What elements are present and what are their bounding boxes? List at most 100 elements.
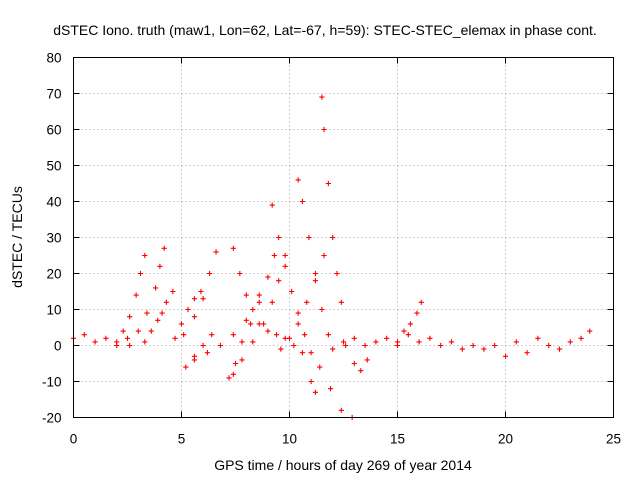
data-point xyxy=(282,252,288,259)
y-tick-label: 40 xyxy=(46,195,61,210)
data-point xyxy=(308,350,314,356)
x-tick-label: 10 xyxy=(282,432,297,447)
data-point xyxy=(256,299,262,305)
grid-layer xyxy=(73,57,614,418)
y-tick-label: 0 xyxy=(54,339,62,354)
series-segment-1 xyxy=(114,252,148,345)
data-point xyxy=(200,342,206,349)
data-point xyxy=(239,357,245,363)
data-point xyxy=(265,274,271,280)
data-point xyxy=(276,234,282,241)
data-point xyxy=(209,332,215,338)
data-point xyxy=(338,299,344,305)
data-point xyxy=(260,321,267,327)
ticks-layer: 0 5 10 15 20 25 -20 -10 0 10 20 30 40 50 60 70 80 xyxy=(42,51,621,447)
data-point xyxy=(178,321,185,327)
y-tick-label: -20 xyxy=(42,411,62,426)
data-point xyxy=(230,245,236,251)
data-point xyxy=(278,346,284,352)
data-point xyxy=(239,339,245,345)
data-point xyxy=(427,335,433,341)
data-point xyxy=(317,364,323,370)
y-tick-label: 70 xyxy=(46,87,61,102)
data-point xyxy=(92,339,98,345)
data-point xyxy=(535,335,541,341)
data-point xyxy=(276,278,282,284)
data-point xyxy=(183,364,189,370)
data-point xyxy=(343,342,349,349)
data-point xyxy=(414,310,420,316)
data-point xyxy=(185,306,191,313)
y-tick-label: 30 xyxy=(46,231,61,246)
data-point xyxy=(325,180,331,187)
data-point xyxy=(546,342,552,349)
data-point xyxy=(340,339,347,345)
data-point xyxy=(181,332,187,338)
data-point xyxy=(319,94,325,100)
x-tick-label: 25 xyxy=(606,432,621,447)
series-segment-9 xyxy=(230,245,319,395)
series-segment-5 xyxy=(181,249,219,338)
series-segment-18 xyxy=(405,332,476,352)
data-point xyxy=(312,389,319,395)
data-point xyxy=(127,314,133,320)
data-point xyxy=(148,328,154,334)
data-point xyxy=(232,360,239,367)
data-point xyxy=(330,234,336,241)
data-point xyxy=(243,317,249,323)
data-point xyxy=(304,299,310,305)
data-point xyxy=(198,288,204,295)
data-point xyxy=(295,310,301,316)
data-point xyxy=(448,339,455,345)
data-point xyxy=(273,332,280,338)
data-point xyxy=(291,342,297,349)
data-point xyxy=(302,332,308,338)
data-point xyxy=(524,350,530,356)
data-point xyxy=(384,335,390,341)
data-point xyxy=(295,321,301,327)
data-point xyxy=(312,270,319,277)
data-point xyxy=(481,346,487,352)
data-point xyxy=(142,339,148,345)
data-point xyxy=(230,332,236,338)
series-segment-6 xyxy=(183,332,215,370)
data-point xyxy=(152,285,159,291)
data-point xyxy=(170,288,176,295)
data-point xyxy=(133,292,139,298)
data-point xyxy=(587,328,593,334)
data-point xyxy=(114,339,120,345)
data-point xyxy=(289,288,295,295)
x-tick-label: 0 xyxy=(70,432,78,447)
series-segment-7 xyxy=(191,292,262,363)
data-point xyxy=(282,263,288,269)
series-segment-12 xyxy=(278,252,327,352)
data-point xyxy=(286,335,293,341)
data-point xyxy=(135,328,141,334)
data-point xyxy=(248,321,254,327)
data-point xyxy=(103,335,109,341)
data-point xyxy=(159,310,165,316)
data-point xyxy=(163,299,169,305)
data-point xyxy=(334,270,340,277)
data-point xyxy=(321,126,327,133)
series-segment-8 xyxy=(226,252,277,381)
data-point xyxy=(364,357,370,363)
data-point xyxy=(470,342,476,349)
data-point xyxy=(459,346,465,352)
data-point xyxy=(492,342,498,349)
data-point xyxy=(362,342,368,349)
data-point xyxy=(144,310,150,316)
y-tick-label: 50 xyxy=(46,159,61,174)
data-point xyxy=(556,346,563,352)
data-point xyxy=(321,252,327,259)
data-point xyxy=(142,252,148,259)
data-point xyxy=(200,296,206,302)
data-point xyxy=(265,328,271,334)
data-point xyxy=(567,339,573,345)
series-segment-14 xyxy=(319,94,349,349)
data-point xyxy=(191,314,198,320)
data-point xyxy=(243,292,249,298)
data-point xyxy=(416,339,422,345)
data-point xyxy=(578,335,584,341)
x-tick-label: 15 xyxy=(390,432,405,447)
